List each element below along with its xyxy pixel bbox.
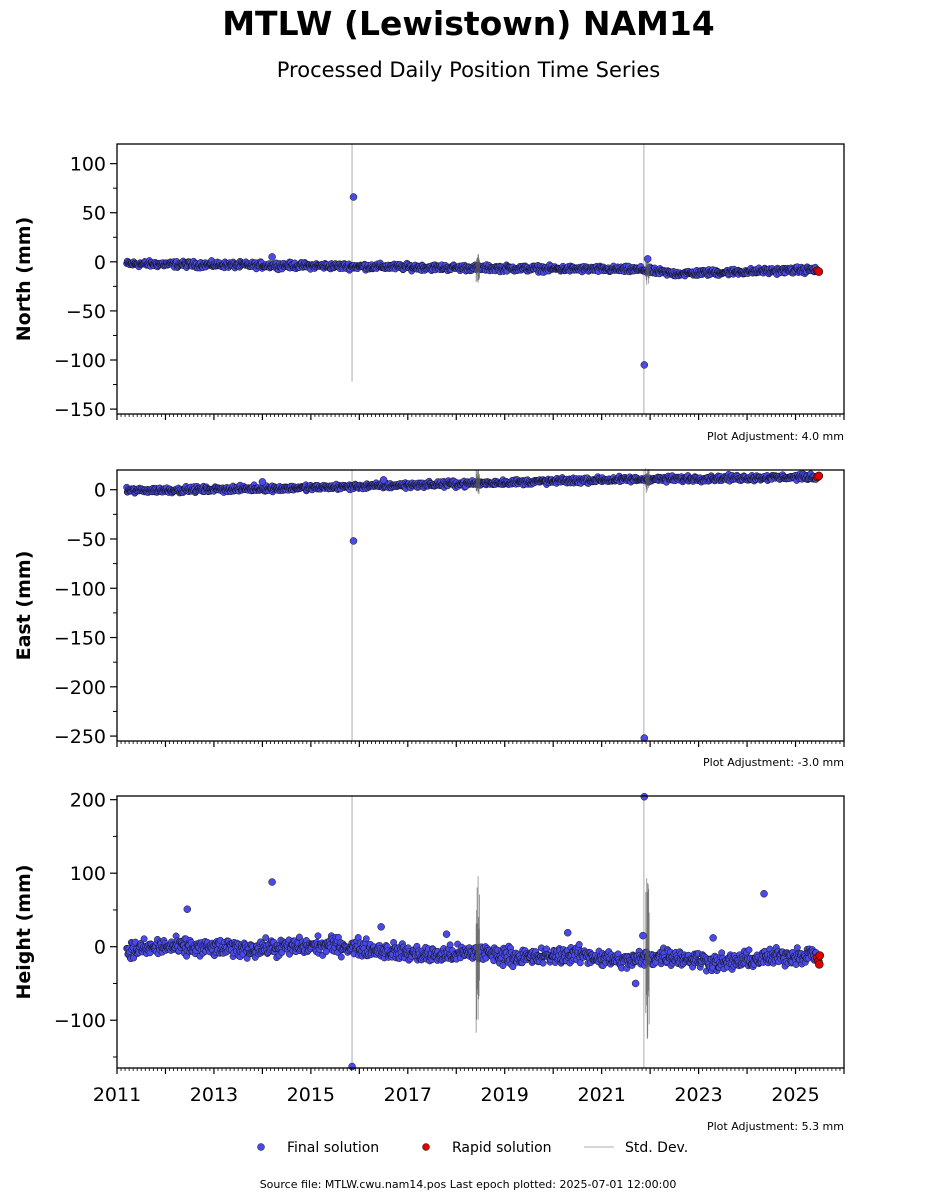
panel-3 (110, 792, 845, 1074)
plot-adjustment-note: Plot Adjustment: 5.3 mm (707, 1120, 844, 1133)
y-tick-label: 50 (82, 203, 106, 225)
final-solution-point (314, 932, 322, 940)
rapid-solution-point (814, 960, 824, 969)
outlier-point (760, 890, 768, 898)
final-solution-point (362, 935, 370, 943)
y-tick-label: 200 (70, 790, 106, 812)
y-tick-label: 0 (94, 480, 106, 502)
y-tick-label: −50 (66, 529, 106, 551)
outlier-point (563, 928, 572, 937)
outlier-point (349, 537, 358, 545)
final-solution-points (123, 257, 820, 280)
x-tick-label: 2015 (287, 1084, 335, 1106)
outlier-point (640, 361, 649, 369)
outlier-point (183, 905, 192, 913)
legend-rapid-marker (422, 1143, 430, 1151)
plot-frame (116, 795, 845, 1069)
legend-final-marker (257, 1143, 265, 1151)
y-tick-label: −200 (54, 677, 106, 699)
y-axis-label: Height (mm) (13, 864, 35, 999)
final-solution-point (262, 934, 270, 942)
outlier-point (258, 478, 267, 486)
y-axis-label: East (mm) (13, 551, 35, 661)
final-solution-point (337, 953, 345, 961)
y-tick-label: −100 (54, 350, 106, 372)
x-tick-label: 2021 (577, 1084, 625, 1106)
legend-final-label: Final solution (287, 1140, 379, 1156)
outlier-point (348, 1062, 356, 1071)
y-tick-label: 100 (70, 863, 106, 885)
legend-rapid-label: Rapid solution (452, 1140, 552, 1156)
y-tick-label: 100 (70, 154, 106, 176)
y-tick-label: −150 (54, 628, 106, 650)
y-tick-label: −150 (54, 399, 106, 421)
final-solution-point (745, 946, 753, 954)
y-tick-label: 0 (94, 252, 106, 274)
y-axis-label: North (mm) (13, 217, 35, 342)
outlier-point (643, 255, 652, 263)
outlier-point (377, 923, 385, 931)
outlier-point (639, 931, 647, 940)
outlier-point (349, 193, 358, 201)
plot-adjustment-note: Plot Adjustment: -3.0 mm (703, 756, 844, 769)
y-tick-label: −100 (54, 578, 106, 600)
outlier-point (640, 792, 649, 801)
y-tick-label: −100 (54, 1010, 106, 1032)
final-solution-point (793, 944, 801, 952)
y-tick-label: −50 (66, 301, 106, 323)
x-tick-label: 2017 (384, 1084, 432, 1106)
legend-std-label: Std. Dev. (625, 1140, 688, 1156)
panel-1 (110, 143, 845, 420)
y-tick-label: −250 (54, 726, 106, 748)
plot-adjustment-note: Plot Adjustment: 4.0 mm (707, 430, 844, 443)
final-solution-point (575, 941, 583, 948)
rapid-solution-point (815, 951, 825, 960)
final-solution-point (140, 935, 148, 943)
plot-frame (116, 469, 845, 742)
plot-frame (116, 143, 845, 415)
x-tick-label: 2019 (481, 1084, 529, 1106)
final-solution-point (446, 941, 454, 949)
outlier-point (442, 930, 451, 938)
panel-2 (110, 468, 845, 747)
y-tick-label: 0 (94, 937, 106, 959)
page-subtitle: Processed Daily Position Time Series (276, 58, 661, 82)
outlier-point (709, 934, 717, 942)
page-title: MTLW (Lewistown) NAM14 (222, 4, 715, 43)
x-tick-label: 2011 (93, 1084, 141, 1106)
outlier-point (631, 979, 640, 988)
x-tick-label: 2013 (190, 1084, 238, 1106)
outlier-point (268, 878, 276, 886)
final-solution-points (123, 470, 820, 497)
rapid-solution-point (814, 471, 824, 481)
source-note: Source file: MTLW.cwu.nam14.pos Last epo… (260, 1178, 677, 1191)
final-solution-point (539, 959, 547, 967)
rapid-solution-point (814, 267, 824, 276)
outlier-point (379, 476, 388, 484)
x-tick-label: 2025 (771, 1084, 819, 1106)
outlier-point (268, 253, 276, 261)
x-tick-label: 2023 (674, 1084, 722, 1106)
